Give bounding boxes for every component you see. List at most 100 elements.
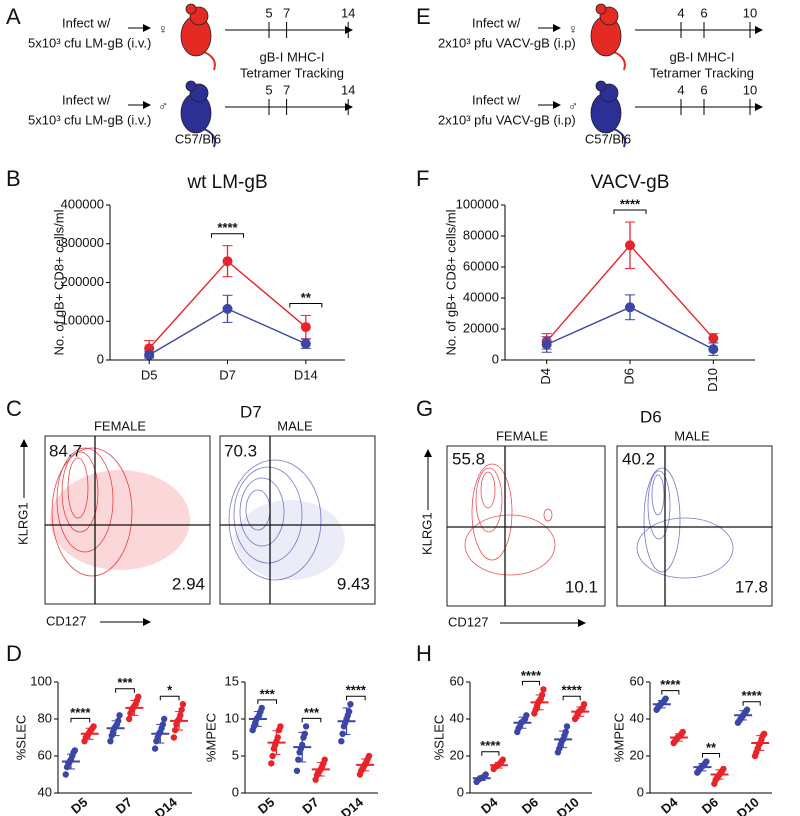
- plot-title: FEMALE: [496, 428, 548, 443]
- x-tick-label: D7: [219, 367, 236, 382]
- point: [540, 686, 547, 693]
- chart-title: VACV-gB: [591, 172, 670, 193]
- flow-panel-c: D7 FEMALE MALE 84.7 2.94 70.3 9.43 KLRG1…: [15, 402, 376, 628]
- dose-text: 2x10³ pfu VACV-gB (i.p): [438, 112, 576, 127]
- y-tick-label: 40: [38, 784, 52, 799]
- y-tick-label: 20000: [463, 320, 499, 335]
- x-tick-label: D10: [705, 368, 720, 392]
- y-tick-label: 200000: [61, 274, 104, 289]
- panel-label: H: [416, 641, 432, 666]
- mouse-tail: [203, 128, 216, 148]
- x-tick-label: D4: [478, 794, 501, 816]
- tracking-text: Tetramer Tracking: [650, 65, 754, 80]
- x-tick-label: D7: [299, 794, 321, 816]
- tracking-text: gB-I MHC-I: [670, 49, 735, 64]
- sex-symbol: ♀: [568, 21, 578, 36]
- mouse-ear: [595, 80, 607, 92]
- y-tick-label: 0: [457, 784, 464, 799]
- timeline-label: 6: [700, 82, 707, 97]
- timeline-label: 14: [341, 5, 355, 20]
- x-tick-label: D7: [113, 794, 135, 816]
- point: [258, 704, 265, 712]
- tracking-text: Tetramer Tracking: [240, 65, 344, 80]
- significance-bracket: [289, 302, 323, 308]
- density: [50, 470, 190, 570]
- flow-panel-g: D6 FEMALE MALE 55.8 10.1 40.2 17.8 KLRG1…: [419, 407, 773, 629]
- plot-frame: [616, 445, 773, 607]
- quadrant-value: 2.94: [172, 574, 205, 593]
- point: [321, 756, 328, 763]
- y-tick-label: 0: [637, 784, 644, 799]
- y-axis-label: KLRG1: [15, 502, 30, 545]
- plot-frame: [219, 435, 376, 605]
- panel-label: B: [6, 166, 21, 191]
- point: [345, 708, 353, 715]
- mouse-ear: [595, 3, 607, 15]
- point: [151, 745, 159, 752]
- quadrant-value: 9.43: [337, 574, 370, 593]
- y-axis-label: No. of gB+ CD8+ cells/ml: [51, 209, 66, 355]
- x-tick-label: D14: [294, 367, 318, 382]
- significance-bracket: [701, 753, 721, 758]
- y-axis-label: KLRG1: [419, 512, 434, 555]
- y-tick-label: 0: [492, 351, 499, 366]
- dose-text: 2x10³ pfu VACV-gB (i.p): [438, 35, 576, 50]
- y-tick-label: 100000: [61, 313, 104, 328]
- y-tick-label: 0: [97, 351, 104, 366]
- timeline-label: 10: [743, 82, 757, 97]
- y-tick-label: 15: [225, 673, 239, 688]
- timeline-label: 5: [265, 5, 272, 20]
- significance-label: ****: [346, 683, 367, 698]
- chart-title: wt LM-gB: [186, 172, 267, 193]
- significance-bracket: [70, 717, 91, 723]
- quadrant-value: 84.7: [49, 441, 82, 460]
- significance-label: ***: [304, 705, 320, 720]
- point: [144, 349, 155, 360]
- x-tick-label: D10: [734, 794, 762, 816]
- panel-label: A: [6, 4, 21, 29]
- x-tick-label: D5: [68, 794, 90, 816]
- sex-symbol: ♂: [158, 98, 168, 113]
- x-tick-label: D6: [621, 368, 636, 385]
- significance-bracket: [257, 699, 277, 704]
- panel-label: C: [6, 396, 22, 421]
- point: [347, 701, 354, 708]
- point: [541, 339, 552, 350]
- timeline-label: 14: [341, 82, 355, 97]
- timeline-label: 5: [265, 82, 272, 97]
- point: [170, 734, 178, 741]
- point: [62, 771, 69, 778]
- quadrant-value: 10.1: [565, 577, 598, 596]
- timepoint: D6: [640, 407, 662, 426]
- significance-bracket: [742, 701, 761, 706]
- point: [277, 723, 284, 730]
- point: [222, 256, 233, 267]
- contours: [464, 463, 556, 576]
- y-tick-label: 60: [38, 747, 52, 762]
- point: [160, 715, 168, 723]
- significance-label: ***: [260, 686, 276, 701]
- significance-label: ****: [70, 705, 91, 720]
- point: [625, 302, 635, 313]
- quadrant-value: 17.8: [735, 577, 768, 596]
- plot-title: MALE: [277, 418, 313, 433]
- point: [499, 756, 506, 763]
- point: [300, 322, 311, 333]
- dose-text: 5x10³ cfu LM-gB (i.v.): [28, 112, 151, 127]
- y-tick-label: 20: [630, 747, 644, 762]
- point: [708, 333, 719, 344]
- point: [295, 756, 302, 763]
- quadrant-value: 55.8: [452, 449, 485, 468]
- point: [268, 760, 275, 767]
- x-axis-label: CD127: [448, 614, 488, 629]
- x-axis-label: CD127: [46, 613, 86, 628]
- tracking-text: gB-I MHC-I: [260, 49, 325, 64]
- point: [222, 303, 233, 314]
- point: [482, 771, 489, 778]
- significance-label: **: [706, 740, 717, 755]
- panel-label: D: [6, 641, 22, 666]
- plot-title: MALE: [674, 428, 710, 443]
- y-tick-label: 20: [450, 747, 464, 762]
- y-axis-label: No. of gB+ CD8+ cells/ml: [443, 209, 458, 355]
